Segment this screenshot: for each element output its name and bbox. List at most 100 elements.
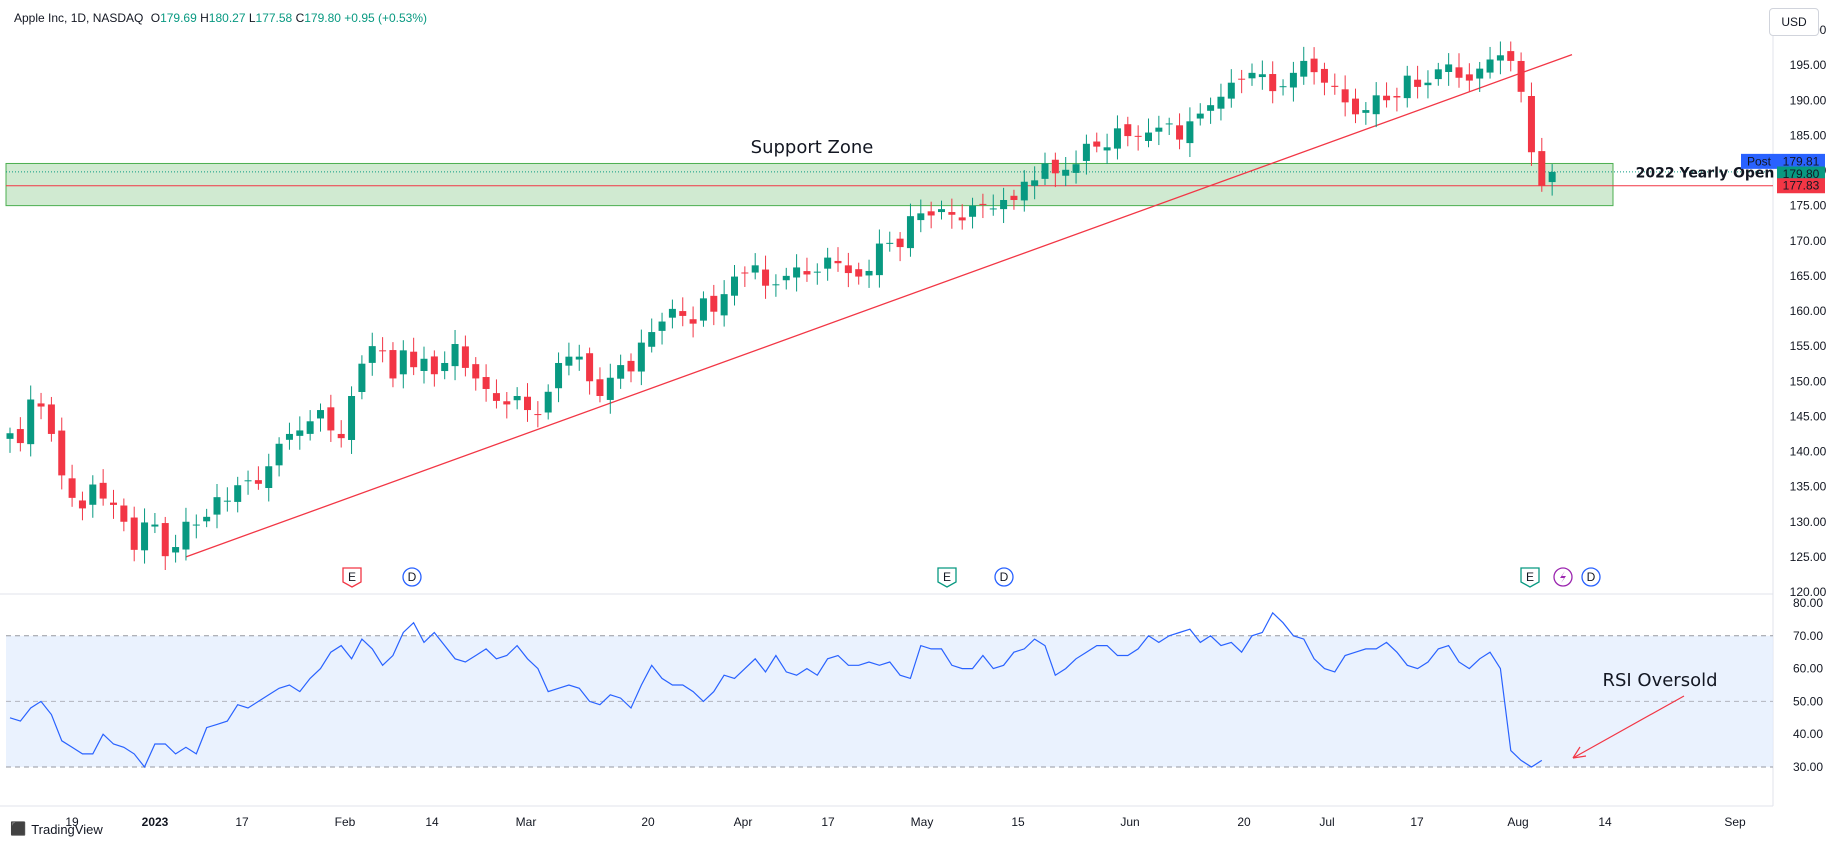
candle xyxy=(234,476,242,513)
candle xyxy=(172,534,180,563)
symbol-legend[interactable]: Apple Inc, 1D, NASDAQ O179.69 H180.27 L1… xyxy=(14,11,427,25)
candle xyxy=(1393,87,1401,112)
candle xyxy=(6,427,14,453)
candle xyxy=(513,387,521,410)
candle xyxy=(1207,97,1215,124)
candle xyxy=(969,197,977,229)
high-label: H xyxy=(200,11,209,25)
close-value: 179.80 xyxy=(304,11,341,25)
price-tick-label: 130.00 xyxy=(1790,515,1827,529)
candle xyxy=(627,353,635,383)
event-marker-s[interactable] xyxy=(1553,567,1573,587)
candle xyxy=(78,491,86,521)
post-tag xyxy=(1741,153,1777,169)
candle xyxy=(1310,47,1318,85)
price-tick-label: 155.00 xyxy=(1790,339,1827,353)
candle xyxy=(1093,132,1101,153)
candle xyxy=(751,253,759,280)
candle xyxy=(813,263,821,285)
symbol-title: Apple Inc, 1D, NASDAQ xyxy=(14,11,144,25)
candle xyxy=(824,247,832,281)
price-tags: Post 179.81 179.80 177.83 xyxy=(1741,153,1825,194)
event-marker-d[interactable]: D xyxy=(1581,567,1601,587)
tradingview-brand: TradingView xyxy=(31,822,103,837)
candle xyxy=(420,346,428,384)
candle xyxy=(399,340,407,389)
candle xyxy=(1196,103,1204,126)
event-marker-e[interactable]: E xyxy=(937,567,957,588)
rsi-tick-label: 70.00 xyxy=(1793,629,1823,643)
event-marker-e[interactable]: E xyxy=(342,567,362,588)
candle xyxy=(47,396,55,442)
candle xyxy=(565,342,573,376)
candle xyxy=(1124,116,1132,147)
candle xyxy=(306,410,314,441)
candle xyxy=(586,347,594,395)
candle xyxy=(1155,115,1163,146)
candle xyxy=(1548,164,1556,196)
candle xyxy=(1238,69,1246,94)
time-tick-label: Jul xyxy=(1319,815,1334,829)
candle xyxy=(296,416,304,450)
candle xyxy=(1486,46,1494,79)
candles-layer xyxy=(6,41,1556,571)
trendline[interactable] xyxy=(185,53,1573,558)
candle xyxy=(1020,170,1028,212)
rsi-axis[interactable]: 30.00 40.00 50.00 60.00 70.00 80.00 xyxy=(1793,596,1823,774)
candle xyxy=(1082,134,1090,175)
candle xyxy=(1269,61,1277,104)
time-tick-label: 17 xyxy=(1410,815,1424,829)
candle xyxy=(161,516,169,571)
time-tick-label: 17 xyxy=(821,815,835,829)
price-tick-label: 185.00 xyxy=(1790,128,1827,142)
candle xyxy=(110,489,117,519)
candle xyxy=(948,198,956,229)
candle xyxy=(906,203,914,257)
candle xyxy=(648,318,656,353)
support-zone[interactable] xyxy=(5,162,1614,207)
svg-text:E: E xyxy=(348,570,356,584)
candle xyxy=(793,254,801,292)
time-axis[interactable]: 19 2023 17 Feb 14 Mar 20 Apr 17 May 15 Jun 20 Jul 17 Au… xyxy=(65,815,1746,829)
candle xyxy=(461,335,469,377)
candle xyxy=(1072,150,1080,184)
candle xyxy=(1186,107,1194,158)
price-tick-label: 140.00 xyxy=(1790,445,1827,459)
price-tick-label: 135.00 xyxy=(1790,480,1827,494)
candle xyxy=(855,262,863,285)
candle xyxy=(886,231,894,252)
candle xyxy=(875,229,883,288)
candle xyxy=(1496,41,1504,75)
candle xyxy=(1445,53,1453,86)
candle xyxy=(896,232,904,262)
event-marker-d[interactable]: D xyxy=(402,567,422,587)
rsi-tick-label: 50.00 xyxy=(1793,694,1823,708)
rsi-arrow[interactable] xyxy=(1572,695,1685,759)
price-tick-label: 120.00 xyxy=(1790,585,1827,599)
change-value: +0.95 (+0.53%) xyxy=(344,11,428,25)
candle xyxy=(327,394,335,442)
event-marker-e[interactable]: E xyxy=(1520,567,1540,588)
candle xyxy=(1476,61,1484,93)
candle xyxy=(492,379,500,409)
price-axis[interactable]: 120.00 125.00 130.00 135.00 140.00 145.00 150.… xyxy=(1790,23,1827,599)
last-price-value: 179.80 xyxy=(1783,167,1820,181)
candle xyxy=(472,357,480,391)
candle xyxy=(192,514,200,539)
rsi-arrow-head xyxy=(1572,746,1587,759)
candle xyxy=(699,291,707,327)
candle xyxy=(1051,152,1059,188)
event-marker-d[interactable]: D xyxy=(994,567,1014,587)
price-tick-label: 150.00 xyxy=(1790,374,1827,388)
candle xyxy=(213,483,221,529)
currency-button[interactable]: USD xyxy=(1769,8,1819,36)
candle xyxy=(348,386,356,454)
candle xyxy=(689,306,697,338)
candle xyxy=(389,342,397,388)
candle xyxy=(482,364,490,402)
tradingview-logo[interactable]: ⬛ TradingView xyxy=(10,822,103,837)
candle xyxy=(534,401,542,428)
candle xyxy=(27,385,35,457)
